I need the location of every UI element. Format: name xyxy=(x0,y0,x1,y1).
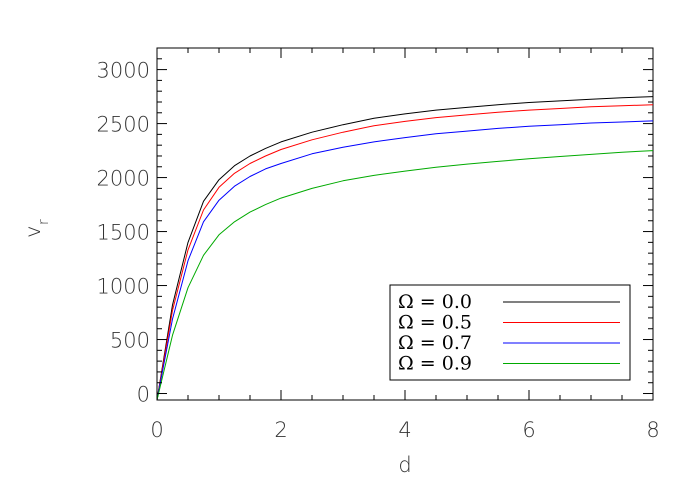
y-axis: 0 500 1000 1500 2000 2500 3000 xyxy=(97,58,653,407)
y-tick-label: 500 xyxy=(110,329,150,353)
x-tick-label: 0 xyxy=(150,418,163,442)
series-line-1 xyxy=(156,104,654,401)
y-axis-label: v r xyxy=(21,219,52,238)
series-line-0 xyxy=(156,96,654,401)
y-tick-label: 0 xyxy=(137,383,150,407)
legend: Ω = 0.0Ω = 0.5Ω = 0.7Ω = 0.9 xyxy=(389,284,631,381)
y-axis-label-main: v xyxy=(21,226,45,238)
y-tick-label: 3000 xyxy=(97,59,150,83)
y-tick-label: 1000 xyxy=(97,275,150,299)
y-tick-label: 2500 xyxy=(97,113,150,137)
legend-label: Ω = 0.0 xyxy=(398,291,472,313)
series-lines xyxy=(156,96,654,401)
legend-label: Ω = 0.9 xyxy=(398,353,472,375)
legend-box xyxy=(389,284,631,381)
x-tick-label: 2 xyxy=(274,418,287,442)
x-axis: 0 2 4 6 8 xyxy=(150,48,660,442)
y-axis-label-subscript: r xyxy=(36,219,52,225)
series-line-3 xyxy=(156,150,654,401)
x-tick-label: 8 xyxy=(646,418,659,442)
y-tick-label: 1500 xyxy=(97,221,150,245)
x-tick-label: 6 xyxy=(522,418,535,442)
x-axis-label: d xyxy=(398,453,411,477)
x-tick-label: 4 xyxy=(398,418,411,442)
legend-label: Ω = 0.7 xyxy=(398,332,472,354)
legend-label: Ω = 0.5 xyxy=(398,312,472,334)
series-line-2 xyxy=(156,120,654,401)
y-tick-label: 2000 xyxy=(97,167,150,191)
